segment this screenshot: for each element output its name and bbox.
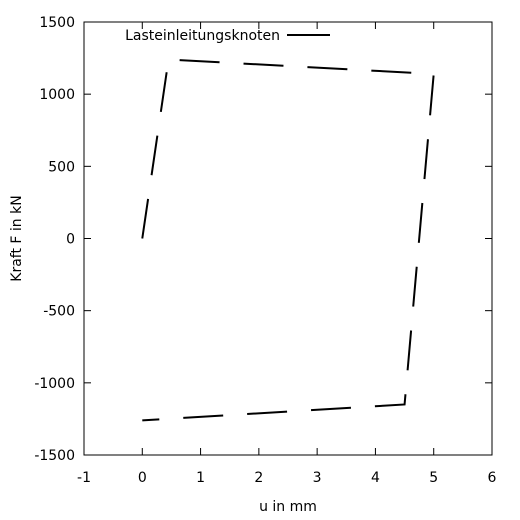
x-tick-label: 5 [429, 470, 438, 486]
y-axis-label: Kraft F in kN [9, 195, 25, 281]
plot-frame [84, 22, 492, 455]
y-tick-label: 1000 [39, 87, 75, 103]
labels-layer: u in mm Kraft F in kN [9, 195, 317, 515]
x-tick-label: 3 [313, 470, 322, 486]
y-tick-label: -500 [43, 304, 75, 320]
legend: Lasteinleitungsknoten [125, 28, 330, 44]
y-tick-label: 0 [66, 232, 75, 248]
y-tick-label: 500 [48, 159, 75, 175]
series-line-0 [142, 60, 433, 421]
x-axis-label: u in mm [259, 499, 317, 515]
y-tick-label: -1500 [34, 448, 75, 464]
series-layer [142, 60, 433, 421]
x-tick-label: 1 [196, 470, 205, 486]
x-tick-label: 0 [138, 470, 147, 486]
x-tick-label: -1 [77, 470, 91, 486]
x-tick-label: 2 [254, 470, 263, 486]
legend-label: Lasteinleitungsknoten [125, 28, 280, 44]
y-tick-label: 1500 [39, 15, 75, 31]
x-tick-label: 4 [371, 470, 380, 486]
x-tick-label: 6 [488, 470, 497, 486]
ticks-layer: -1 0 1 2 3 4 5 6 -1500 -1000 -500 0 500 1000 1500 [34, 15, 496, 486]
y-tick-label: -1000 [34, 376, 75, 392]
